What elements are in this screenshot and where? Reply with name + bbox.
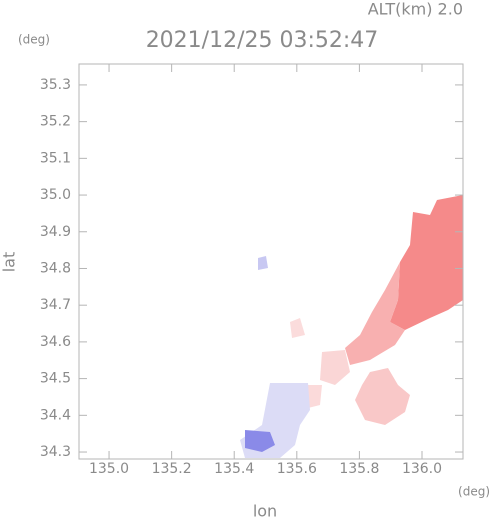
x-tick-label: 135.8 xyxy=(339,461,379,477)
y-tick-label: 34.6 xyxy=(40,334,71,350)
x-tick-label: 135.4 xyxy=(214,461,254,477)
echo-medium xyxy=(345,262,405,365)
y-tick-label: 34.9 xyxy=(40,224,71,240)
echo-light xyxy=(355,368,410,425)
echo-light xyxy=(320,350,350,385)
echo-light xyxy=(290,318,305,338)
y-tick-label: 35.1 xyxy=(40,150,71,166)
x-tick-label: 135.6 xyxy=(277,461,317,477)
echo-blue-strong xyxy=(245,430,275,452)
y-tick-label: 35.0 xyxy=(40,187,71,203)
y-unit: (deg) xyxy=(18,33,50,47)
y-tick-label: 34.8 xyxy=(40,260,71,276)
x-tick-label: 136.0 xyxy=(402,461,442,477)
x-unit: (deg) xyxy=(458,485,490,499)
y-tick-label: 34.3 xyxy=(40,444,71,460)
plot-frame xyxy=(78,63,464,460)
y-tick-label: 34.5 xyxy=(40,371,71,387)
x-tick-label: 135.0 xyxy=(89,461,129,477)
x-tick-label: 135.2 xyxy=(152,461,192,477)
y-tick-label: 35.2 xyxy=(40,114,71,130)
echo-field xyxy=(240,195,463,458)
altitude-label: ALT(km) 2.0 xyxy=(368,0,463,19)
y-tick-label: 34.7 xyxy=(40,297,71,313)
echo-strong xyxy=(390,195,463,330)
y-axis-label: lat xyxy=(0,252,19,273)
x-axis-label: lon xyxy=(253,502,277,521)
y-tick-label: 35.3 xyxy=(40,77,71,93)
y-tick-label: 34.4 xyxy=(40,407,71,423)
chart-title: 2021/12/25 03:52:47 xyxy=(146,28,379,53)
echo-blue xyxy=(258,256,268,270)
